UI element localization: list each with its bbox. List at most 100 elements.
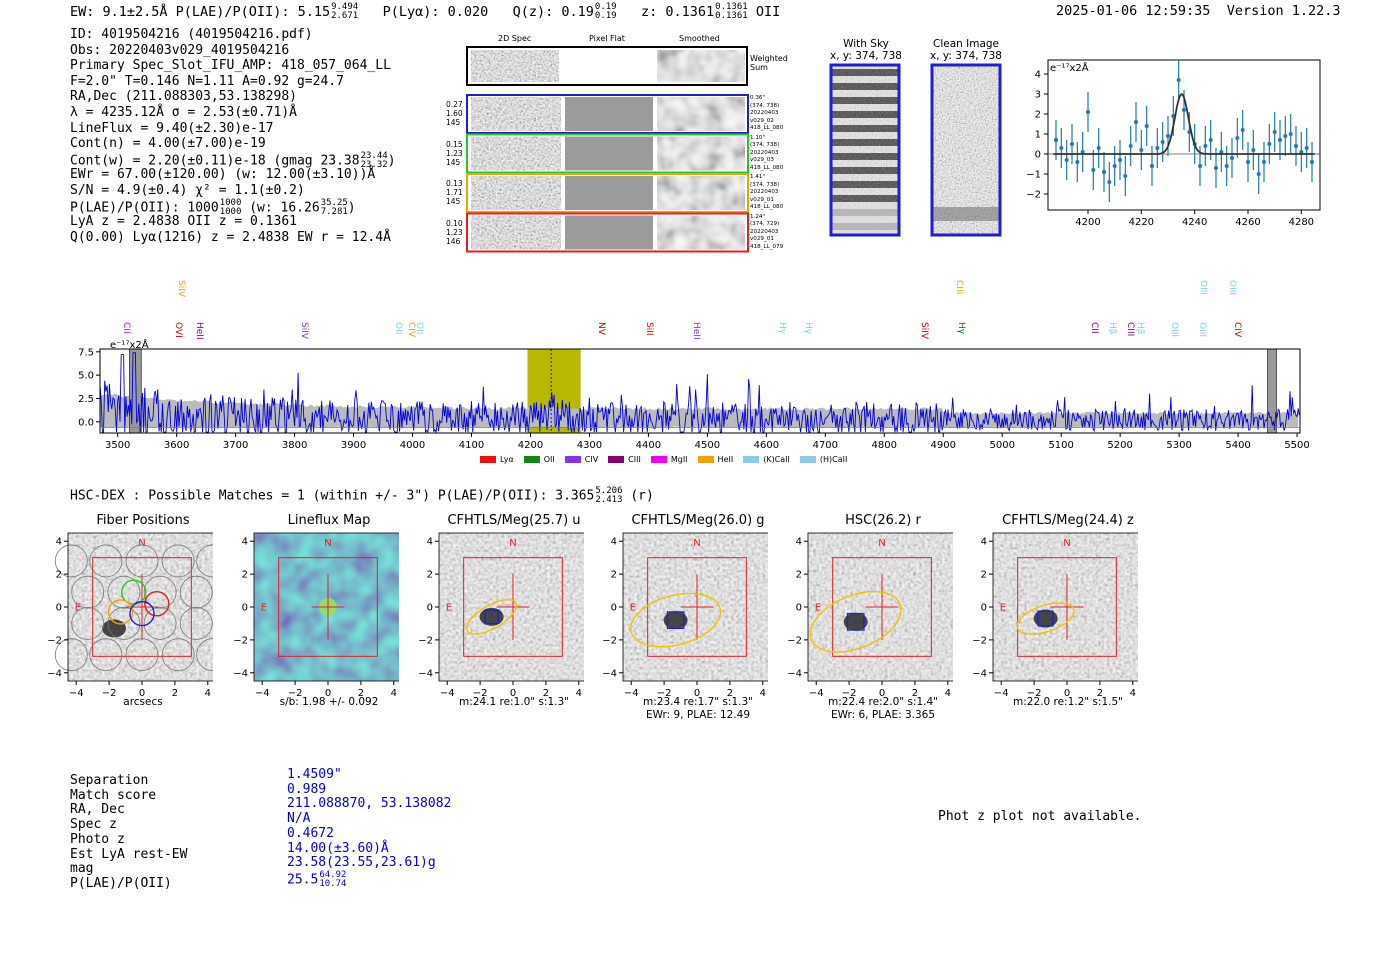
- spec-line-label: CII: [1089, 322, 1099, 334]
- spec-line-label-top: SiIV: [176, 280, 186, 298]
- cutout-ytick-label: 4: [242, 537, 248, 548]
- photz-note: Phot z plot not available.: [938, 809, 1142, 824]
- fiber-circle: [196, 544, 213, 578]
- fit-point: [1054, 138, 1058, 142]
- cutout-xtick-label: −4: [624, 688, 639, 699]
- fiber-circle: [71, 607, 105, 640]
- cutout-caption-2: EWr: 9, PLAE: 12.49: [645, 709, 751, 721]
- legend-item: (K)CaII: [743, 455, 790, 464]
- spec2d-row-right-value: 418_LL_080: [750, 125, 784, 131]
- legend-swatch: [799, 456, 816, 463]
- fit-point: [1150, 164, 1154, 168]
- spec-ytick-label: 2.5: [78, 394, 94, 405]
- fit-point: [1112, 164, 1117, 168]
- cutout-xtick-label: 4: [391, 688, 397, 699]
- fit-point: [1160, 140, 1165, 144]
- match-label: P(LAE)/P(OII): [70, 875, 172, 891]
- cutout-caption: m:22.0 re:1.2" s:1.5": [1013, 696, 1123, 708]
- spec-xtick-label: 5300: [1166, 440, 1191, 451]
- cutout-xtick-label: 0: [139, 688, 145, 699]
- fit-point: [1230, 156, 1234, 160]
- match-label: Est LyA rest-EW: [70, 846, 188, 862]
- cutout-xtick-label: −4: [69, 688, 84, 699]
- fit-xtick-label: 4220: [1129, 217, 1154, 228]
- spec2d-cutout: [471, 136, 561, 171]
- north-label: N: [878, 538, 885, 549]
- spec2d-row-right-value: 0.36": [750, 95, 766, 101]
- fit-point: [1107, 180, 1112, 184]
- legend-item: MgII: [650, 455, 688, 464]
- info-plae-w: (w: 16.26: [249, 200, 320, 216]
- match-value-text: 25.5: [287, 872, 319, 888]
- fit-point: [1304, 146, 1309, 150]
- source-blob: [1033, 609, 1058, 628]
- fiber-circle: [54, 544, 88, 578]
- fit-xtick-label: 4240: [1182, 217, 1207, 228]
- fit-xtick-label: 4200: [1075, 217, 1100, 228]
- cutout-xtick-label: 2: [912, 688, 918, 699]
- cutout-caption: arcsecs: [123, 696, 163, 708]
- fit-point: [1086, 110, 1090, 114]
- cutout-xtick-label: −2: [657, 688, 672, 699]
- spec2d-row-right-value: (374, 738): [750, 142, 780, 148]
- spec-line-label: OII: [393, 322, 403, 334]
- fiber-circle: [143, 607, 177, 640]
- cutout-panel: N E −4 −2 0 2 4 4 2 0 −2 −4: [788, 532, 953, 699]
- fit-point: [1310, 160, 1314, 164]
- spec-line-label: OIII: [1197, 322, 1207, 337]
- info-sn: S/N = 4.9(±0.4) χ² = 1.1(±0.2): [70, 182, 305, 198]
- spec2d-row-left-value: 1.23: [446, 227, 463, 237]
- fit-point: [1096, 146, 1101, 150]
- header-ew-plae: EW: 9.1±2.5Å P(LAE)/P(OII): 5.15: [70, 4, 331, 20]
- legend-item: Lyα: [480, 455, 514, 464]
- spec2d-row-left: 0.15 1.23 145: [446, 140, 463, 167]
- cutout-panel: N E −4 −2 0 2 4 4 2 0 −2 −4: [234, 532, 399, 699]
- source-marker: [1037, 610, 1054, 627]
- legend-label: MgII: [670, 455, 688, 464]
- fit-point: [1166, 134, 1170, 138]
- fit-point: [1256, 172, 1261, 176]
- spectrum-flux: [99, 352, 1300, 434]
- legend-label: Lyα: [500, 455, 514, 464]
- spec2d-row-right-value: 20220403: [750, 110, 779, 116]
- info-contw-hi: 23.44: [360, 150, 388, 161]
- cutout-box: [278, 557, 378, 657]
- info-plae-end: ): [347, 200, 356, 216]
- cutout-title: HSC(26.2) r: [845, 513, 921, 528]
- match-label: mag: [70, 861, 94, 877]
- info-plae-w-hi: 35.25: [320, 197, 348, 208]
- info-lineflux: LineFlux = 9.40(±2.30)e-17: [70, 120, 274, 136]
- info-obs: Obs: 20220403v029_4019504216: [70, 42, 290, 58]
- fit-point: [1070, 142, 1074, 146]
- spec2d-row-left-value: 0.15: [446, 139, 463, 149]
- spec2d-row-right-value: 1.10": [750, 134, 766, 141]
- fit-point: [1219, 150, 1224, 154]
- hsc-title: HSC-DEX : Possible Matches = 1 (within +…: [70, 487, 654, 505]
- header-plae-lo: 2.671: [331, 11, 359, 21]
- detection-info: ID: 4019504216 (4019504216.pdf) Obs: 202…: [70, 27, 396, 245]
- info-contn: Cont(n) = 4.00(±7.00)e-19: [70, 136, 266, 152]
- fit-point: [1128, 144, 1133, 148]
- cutout-title: CFHTLS/Meg(26.0) g: [631, 513, 765, 528]
- cutout-ytick-label: 4: [796, 537, 802, 548]
- spec-xtick-label: 4200: [518, 440, 543, 451]
- cutout-panel: N E −4 −2 0 2 4 4 2 0 −2 −4: [48, 532, 213, 699]
- info-plae-hi: 1000: [219, 197, 242, 208]
- match-value: 14.00(±3.60)Å: [287, 841, 451, 857]
- info-contw: Cont(w) = 2.20(±0.11)e-18 (gmag 23.38: [70, 153, 360, 169]
- spec2d-cutout: [471, 97, 561, 131]
- fiber-highlight: [129, 600, 155, 627]
- cutout-title: Fiber Positions: [96, 513, 190, 528]
- spec-xtick-label: 4400: [636, 440, 661, 451]
- cutout-xtick-label: −2: [1027, 688, 1042, 699]
- spec2d-header-2d: 2D Spec: [498, 34, 532, 43]
- spec-line-label: SiIV: [919, 322, 929, 340]
- spec-ytick-label: 0.0: [78, 417, 94, 428]
- fit-point: [1139, 148, 1144, 152]
- header-summary: EW: 9.1±2.5Å P(LAE)/P(OII): 5.15 9.494 2.6…: [70, 3, 780, 21]
- legend-swatch: [564, 456, 581, 463]
- match-value-text: N/A: [287, 811, 311, 827]
- east-label: E: [1000, 602, 1006, 613]
- spec-xtick-label: 4300: [577, 440, 602, 451]
- spec2d-row-right-value: v029_01: [750, 236, 774, 242]
